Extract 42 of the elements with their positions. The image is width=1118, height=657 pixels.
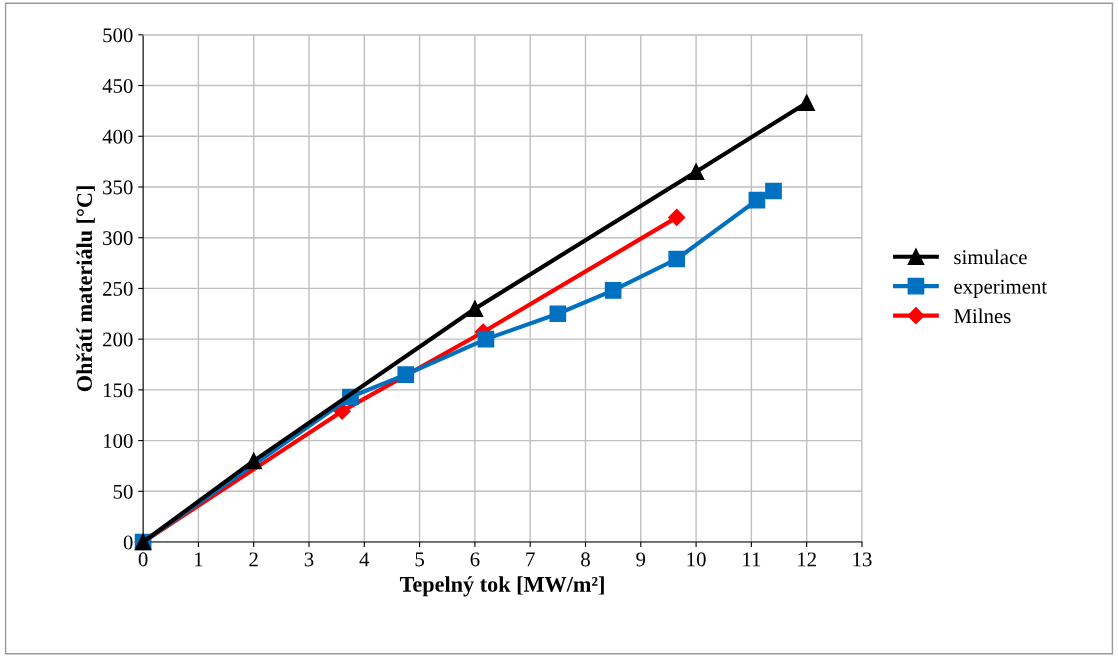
x-tick-label: 1: [195, 552, 203, 567]
y-axis-title: Ohřátí materiálu [°C]: [76, 186, 95, 392]
y-tick-label: 400: [102, 129, 133, 144]
point: [397, 366, 415, 383]
point: [798, 94, 816, 112]
x-tick-label: 5: [415, 552, 424, 567]
point: [604, 282, 622, 299]
point: [748, 191, 766, 209]
legend-label: experiment: [954, 279, 1048, 298]
legend-label: Milnes: [954, 308, 1011, 324]
x-tick-label: 7: [526, 552, 535, 567]
point: [245, 452, 263, 470]
x-tick-label: 11: [743, 552, 761, 567]
x-tick-label: 9: [636, 552, 646, 567]
y-tick-label: 300: [103, 231, 133, 246]
y-tick-label: 150: [103, 383, 133, 398]
point: [765, 182, 782, 200]
legend-label: simulace: [954, 249, 1027, 265]
y-tick-label: 350: [103, 180, 133, 195]
y-tick-label: 50: [113, 484, 133, 499]
x-tick-label: 6: [470, 552, 480, 567]
point: [549, 305, 567, 323]
y-tick-label: 250: [103, 281, 133, 296]
y-tick-label: 0: [123, 535, 133, 550]
point: [668, 208, 686, 226]
y-tick-label: 100: [103, 433, 133, 449]
y-tick-label: 200: [103, 332, 133, 347]
point: [477, 330, 495, 348]
x-tick-label: 12: [798, 552, 816, 567]
point: [687, 163, 705, 181]
y-tick-label: 450: [102, 78, 133, 93]
x-tick-label: 3: [304, 552, 314, 567]
point: [466, 300, 484, 318]
x-tick-label: 10: [687, 552, 706, 567]
x-tick-label: 4: [359, 552, 370, 567]
x-tick-label: 8: [581, 552, 590, 567]
y-tick-label: 500: [103, 28, 133, 43]
point: [668, 250, 686, 268]
x-axis-title: Tepelný tok [MW/m²]: [399, 576, 604, 597]
x-tick-label: 2: [249, 552, 258, 567]
x-tick-label: 13: [853, 552, 872, 567]
x-tick-label: 0: [138, 552, 148, 567]
